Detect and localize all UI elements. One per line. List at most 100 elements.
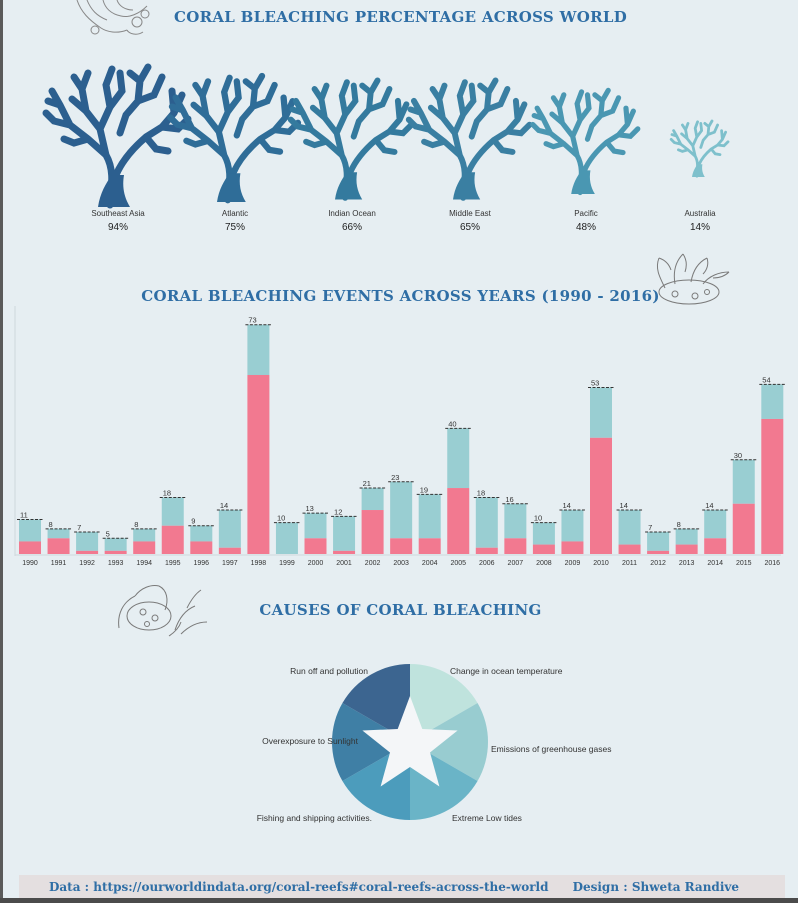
bar-severe: [333, 550, 356, 554]
bar-total-label: 19: [420, 485, 428, 494]
bar-severe: [561, 541, 584, 554]
bar-total-label: 10: [277, 514, 285, 523]
coral-region-label: Australia: [684, 209, 716, 218]
bar-total-label: 54: [762, 375, 770, 384]
coral-sketch-lower-icon: [118, 585, 208, 637]
bar-moderate: [390, 481, 413, 539]
bar-total-label: 16: [505, 495, 513, 504]
bar-moderate: [76, 532, 99, 551]
bar-moderate: [218, 510, 241, 548]
bar-severe: [447, 488, 470, 554]
bar-severe: [361, 510, 384, 554]
coral-pacific-icon: [530, 87, 641, 196]
star-icon: [362, 696, 458, 787]
data-source-text: Data : https://ourworldindata.org/coral-…: [49, 880, 549, 894]
design-credit-text: Design : Shweta Randive: [572, 880, 739, 894]
coral-region-label: Indian Ocean: [328, 209, 376, 218]
bar-severe: [133, 541, 156, 554]
bar-total-label: 14: [220, 501, 228, 510]
bar-severe: [475, 547, 498, 554]
x-tick-label: 2016: [765, 560, 781, 567]
coral-region-percent: 75%: [225, 222, 245, 233]
x-tick-label: 2005: [450, 560, 466, 567]
bar-moderate: [732, 459, 755, 504]
coral-region-label: Middle East: [449, 209, 492, 218]
bar-total-label: 23: [391, 473, 399, 482]
x-tick-label: 1997: [222, 560, 238, 567]
x-tick-label: 2014: [707, 560, 723, 567]
infographic-page: CORAL BLEACHING PERCENTAGE ACROSS WORLD …: [3, 0, 798, 898]
bar-total-label: 14: [705, 501, 713, 510]
x-tick-label: 2002: [365, 560, 381, 567]
x-tick-label: 2012: [650, 560, 666, 567]
causes-pie-chart: Change in ocean temperature Emissions of …: [257, 664, 612, 823]
pie-slice-label: Overexposure to Sunlight: [262, 736, 359, 746]
coral-region-label: Atlantic: [222, 209, 248, 218]
bar-severe: [761, 418, 784, 554]
causes-title: CAUSES OF CORAL BLEACHING: [259, 601, 542, 619]
bar-total-label: 30: [734, 451, 742, 460]
bar-moderate: [561, 510, 584, 542]
pie-slice-label: Fishing and shipping activities.: [257, 813, 372, 823]
bar-moderate: [447, 428, 470, 489]
bar-severe: [675, 544, 698, 554]
bar-total-label: 7: [648, 523, 652, 532]
x-tick-label: 2011: [622, 560, 637, 567]
coral-region-label: Pacific: [574, 209, 598, 218]
x-tick-label: 2013: [679, 560, 695, 567]
coral-region-percent: 94%: [108, 222, 128, 233]
pie-slice-label: Extreme Low tides: [452, 813, 522, 823]
bar-severe: [161, 525, 184, 554]
bar-moderate: [275, 522, 298, 554]
bar-severe: [104, 550, 127, 554]
bar-moderate: [333, 516, 356, 551]
x-tick-label: 2001: [336, 560, 352, 567]
bar-severe: [247, 374, 270, 554]
bar-total-label: 18: [163, 488, 171, 497]
footer: Data : https://ourworldindata.org/coral-…: [19, 875, 785, 898]
bar-moderate: [19, 519, 41, 542]
coral-region-percent: 48%: [576, 222, 596, 233]
bar-total-label: 13: [306, 504, 314, 513]
x-tick-label: 2000: [308, 560, 324, 567]
x-tick-label: 2007: [508, 560, 524, 567]
bleaching-events-bar-chart: 11 1990 8 1991 7 1992 5 1993 8 1994 18 1995 9 1996 14 1…: [14, 306, 786, 567]
bar-total-label: 14: [620, 501, 628, 510]
coral-percentage-title: CORAL BLEACHING PERCENTAGE ACROSS WORLD: [173, 8, 628, 26]
bar-total-label: 14: [562, 501, 570, 510]
bar-severe: [704, 538, 727, 554]
bar-severe: [390, 538, 413, 554]
bar-moderate: [590, 387, 612, 438]
bar-moderate: [247, 324, 270, 375]
bar-severe: [76, 550, 99, 554]
x-tick-label: 1994: [136, 560, 152, 567]
bar-moderate: [475, 497, 498, 548]
x-tick-label: 2008: [536, 560, 552, 567]
bar-moderate: [361, 488, 384, 511]
pie-slice-label: Change in ocean temperature: [450, 666, 563, 676]
x-tick-label: 2006: [479, 560, 495, 567]
bar-total-label: 8: [134, 520, 138, 529]
coral-indian-ocean-icon: [287, 77, 415, 201]
bar-severe: [532, 544, 555, 554]
x-tick-label: 2003: [393, 560, 409, 567]
x-tick-label: 1999: [279, 560, 295, 567]
bar-moderate: [104, 538, 127, 551]
x-tick-label: 1992: [79, 560, 95, 567]
coral-australia-icon: [669, 119, 730, 178]
bar-moderate: [47, 528, 70, 539]
pie-slice-label: Emissions of greenhouse gases: [491, 744, 612, 754]
window-bottom-strip: [0, 898, 798, 903]
pie-slice-label: Run off and pollution: [290, 666, 368, 676]
coral-region-percent: 14%: [690, 222, 710, 233]
bar-moderate: [504, 503, 527, 539]
pie-slice: [332, 703, 410, 781]
bar-severe: [618, 544, 641, 554]
bar-total-label: 73: [248, 316, 256, 325]
bar-total-label: 10: [534, 514, 542, 523]
bleaching-events-title: CORAL BLEACHING EVENTS ACROSS YEARS (199…: [141, 287, 660, 305]
coral-pictograph: Southeast Asia 94% Atlantic 75% Indian Ocean…: [42, 63, 730, 233]
x-tick-label: 2015: [736, 560, 752, 567]
bar-severe: [647, 550, 670, 554]
bar-moderate: [418, 494, 441, 539]
